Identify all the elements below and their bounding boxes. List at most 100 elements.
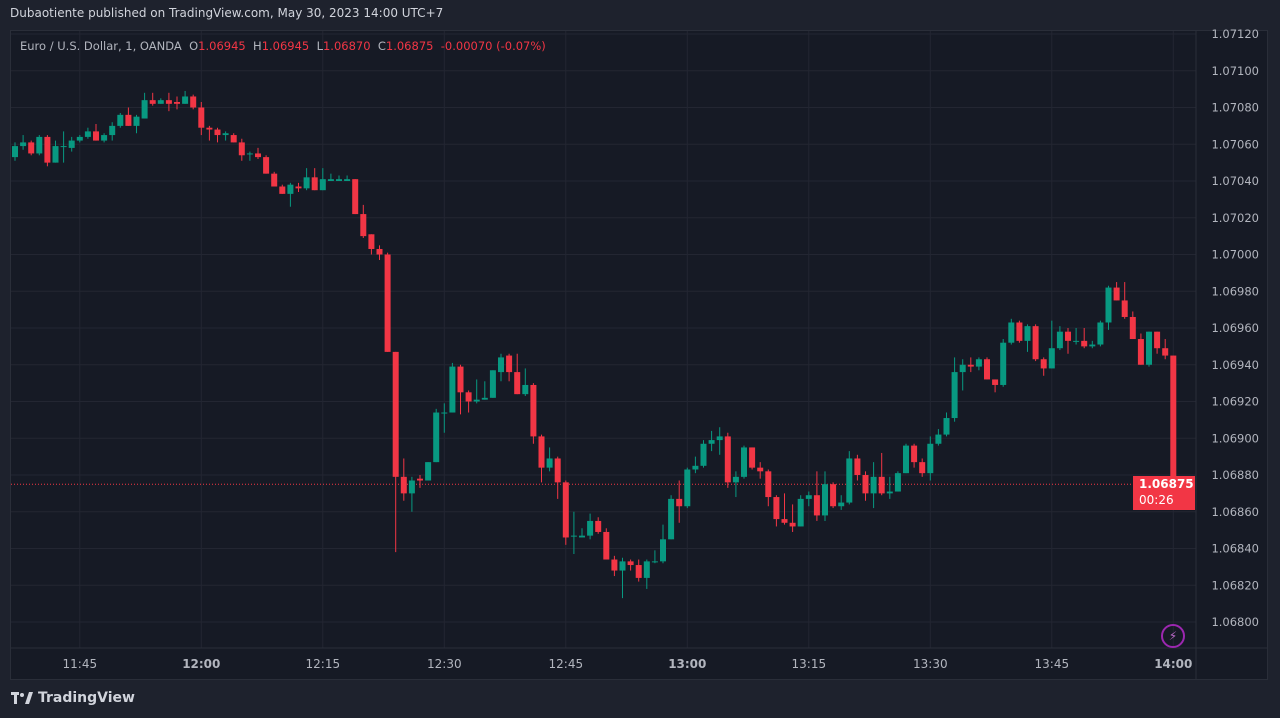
close-value: 1.06875 [385, 39, 434, 53]
candle-up [959, 364, 966, 373]
current-price-tag: 1.06875 00:26 [1133, 476, 1195, 510]
candle-down [1129, 316, 1136, 340]
candle-down [190, 96, 197, 108]
time-tick-label: 13:15 [792, 657, 827, 671]
candle-down [28, 142, 35, 154]
candle-down [919, 462, 926, 474]
candle-up [117, 114, 124, 126]
candle-up [708, 440, 715, 444]
candle-up [449, 366, 456, 413]
candle-down [635, 565, 642, 578]
candle-up [668, 498, 675, 540]
candle-down [611, 559, 618, 571]
candle-up [1105, 287, 1112, 323]
price-tick-label: 1.06820 [1211, 578, 1259, 592]
candle-down [206, 127, 213, 130]
candle-down [400, 476, 407, 494]
candle-down [1170, 355, 1177, 485]
candle-down [311, 177, 318, 191]
candle-down [279, 186, 286, 194]
candle-down [149, 100, 156, 104]
bar-countdown: 00:26 [1139, 493, 1174, 507]
candle-down [1121, 300, 1128, 317]
candle-down [757, 467, 764, 472]
price-tick-label: 1.06900 [1211, 431, 1259, 445]
candle-up [805, 495, 812, 499]
low-value: 1.06870 [322, 39, 371, 53]
candle-down [789, 522, 796, 527]
candle-down [984, 359, 990, 380]
candle-up [1048, 348, 1055, 369]
candle-down [238, 142, 245, 156]
candle-up [489, 370, 496, 398]
candle-up [619, 561, 626, 571]
tradingview-logo[interactable]: TradingView [11, 690, 135, 706]
candle-down [465, 392, 472, 402]
candle-down [1065, 331, 1071, 341]
time-tick-label: 12:15 [306, 657, 341, 671]
candle-up [425, 462, 432, 481]
price-tick-label: 1.07040 [1211, 174, 1259, 188]
price-tick-label: 1.07060 [1211, 137, 1259, 151]
candle-down [781, 519, 788, 523]
open-label: O [189, 39, 199, 53]
price-tick-label: 1.06800 [1211, 615, 1259, 629]
candle-up [716, 436, 723, 441]
candle-down [595, 520, 602, 532]
candle-up [975, 359, 982, 367]
high-label: H [253, 39, 262, 53]
candle-up [36, 136, 43, 154]
candle-up [660, 539, 666, 562]
candle-down [749, 447, 756, 468]
candle-up [732, 476, 739, 483]
candle-up [894, 473, 901, 492]
time-tick-label: 13:30 [913, 657, 948, 671]
lightning-icon[interactable]: ⚡ [1161, 624, 1185, 648]
candle-up [822, 484, 828, 516]
candle-up [587, 520, 594, 536]
candle-up [20, 142, 27, 147]
time-tick-label: 12:00 [182, 657, 220, 671]
candle-up [692, 465, 699, 470]
candle-down [230, 135, 237, 143]
candle-down [44, 136, 51, 163]
candle-up [1000, 342, 1007, 385]
candle-up [84, 131, 91, 137]
time-tick-label: 12:45 [549, 657, 584, 671]
candle-down [1016, 322, 1023, 341]
candle-up [700, 443, 707, 466]
price-tick-label: 1.06860 [1211, 505, 1259, 519]
candle-down [562, 482, 569, 538]
candle-up [1097, 322, 1104, 345]
candle-up [327, 179, 334, 181]
candle-up [927, 443, 934, 474]
candle-down [514, 372, 521, 395]
candle-down [214, 129, 221, 136]
candle-down [1137, 339, 1144, 365]
candle-down [676, 498, 683, 507]
price-tick-label: 1.07100 [1211, 64, 1259, 78]
candle-down [352, 179, 359, 215]
time-tick-label: 13:00 [668, 657, 706, 671]
candle-down [765, 471, 772, 498]
candle-up [522, 384, 529, 395]
candle-down [992, 379, 999, 385]
brand-name: TradingView [38, 690, 135, 706]
time-tick-label: 11:45 [63, 657, 98, 671]
candle-up [76, 136, 83, 141]
change-value: -0.00070 (-0.07%) [440, 39, 546, 53]
candle-down [1040, 359, 1047, 369]
candle-down [813, 495, 820, 516]
candle-up [287, 184, 294, 194]
candle-down [538, 436, 545, 468]
candle-up [12, 146, 18, 158]
current-price: 1.06875 [1139, 477, 1194, 491]
candle-down [457, 366, 464, 393]
candle-up [303, 177, 310, 189]
candle-up [441, 412, 448, 414]
candle-up [222, 133, 229, 136]
tradingview-logo-icon [11, 692, 33, 704]
close-label: C [377, 39, 386, 53]
candle-down [1154, 331, 1161, 349]
